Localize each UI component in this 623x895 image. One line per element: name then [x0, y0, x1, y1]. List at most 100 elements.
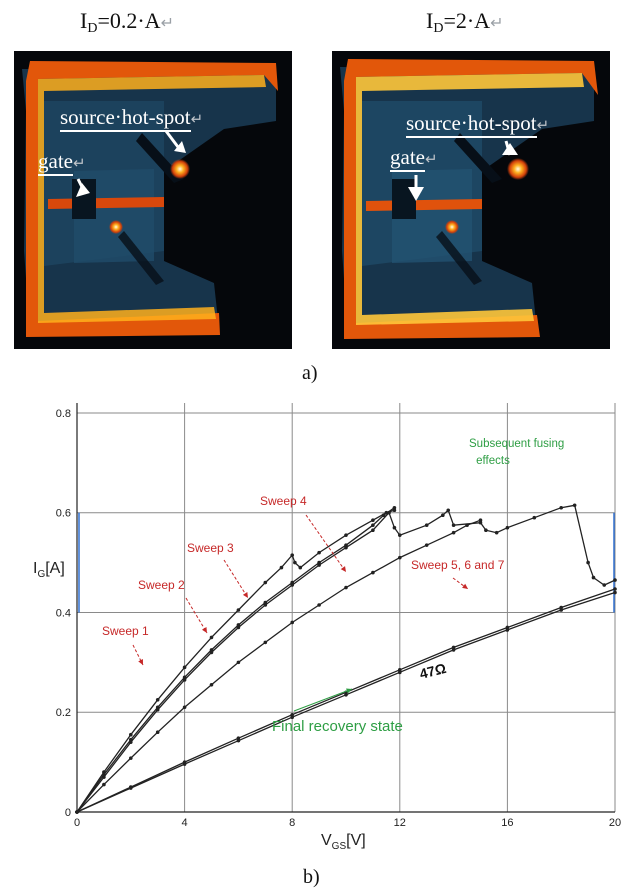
y-tick-label-0.6: 0.6	[56, 508, 71, 520]
label-gate-left: gate↵	[38, 149, 86, 176]
annotation-2: Sweep 2	[138, 578, 185, 592]
series-3-point	[317, 563, 321, 567]
annotation-arrow-6	[293, 688, 353, 712]
annotation-arrow-4	[305, 514, 347, 573]
series-6-point	[75, 810, 79, 814]
series-3-point	[559, 505, 563, 510]
series-4-point	[424, 543, 429, 547]
series-3-point	[392, 525, 397, 530]
y-axis-title: IG[A]	[33, 560, 65, 580]
series-1-point	[293, 560, 297, 565]
title-id-0-2a: ID=0.2·A↵	[80, 8, 174, 36]
series-6-point	[344, 692, 348, 697]
series-3-point	[591, 575, 596, 580]
annotation-8: Final recovery state	[272, 718, 403, 735]
label-source-hotspot-right: source·hot-spot↵	[406, 111, 549, 138]
series-6-point	[182, 762, 187, 766]
annotation-6: Subsequent fusing	[469, 438, 564, 450]
series-4-point	[398, 555, 402, 560]
series-5-point	[613, 587, 617, 591]
series-2-point	[317, 560, 321, 565]
series-1-point	[263, 580, 268, 585]
annotation-arrow-1	[132, 644, 144, 666]
x-tick-label-8: 8	[289, 817, 295, 829]
series-3-point	[424, 523, 429, 528]
annotation-3: Sweep 3	[187, 541, 234, 555]
series-3-point	[532, 515, 537, 520]
caption-b: b)	[303, 866, 320, 888]
series-4-point	[344, 585, 348, 590]
series-5-point	[505, 625, 510, 630]
series-line-1	[76, 509, 395, 813]
series-4-point	[102, 782, 106, 787]
annotation-5: Sweep 5, 6 and 7	[411, 558, 505, 572]
annotation-1: Sweep 1	[102, 624, 149, 638]
arrow-overlay-left	[76, 130, 186, 197]
series-3-point	[446, 508, 451, 513]
thermal-image-left: source·hot-spot↵ gate↵	[14, 51, 292, 349]
series-1-point	[290, 553, 295, 557]
series-3-point	[387, 510, 391, 515]
annotation-arrowhead-1	[138, 659, 143, 665]
series-4-point	[317, 603, 321, 607]
series-2-point	[236, 623, 241, 627]
series-4-point	[129, 756, 133, 760]
annotation-arrowhead-3	[242, 592, 248, 598]
series-6-point	[398, 670, 402, 675]
annotation-4: Sweep 4	[260, 494, 307, 508]
series-4-point	[478, 518, 483, 523]
series-line-3	[76, 504, 616, 813]
series-3-point	[371, 528, 375, 532]
series-5-point	[236, 736, 241, 740]
series-1-point	[392, 508, 397, 513]
series-line-2	[76, 507, 395, 813]
series-4-point	[465, 523, 469, 528]
annotation-arrowhead-2	[201, 627, 207, 633]
series-1-point	[209, 635, 214, 640]
series-3-point	[505, 525, 510, 530]
annotation-layer: Sweep 1 Sweep 2 Sweep 3 Sweep 4 Sweep 5, 6 a…	[102, 438, 564, 735]
ig-vgs-chart: 0 4 8 12 16 20 0 0.2 0.4 0.6 0.8 IG[A] VGS[V] Sweep …	[33, 403, 621, 852]
grid-layer	[76, 403, 616, 813]
series-6-point	[559, 608, 563, 612]
series-2-point	[371, 523, 375, 528]
series-3-point	[602, 583, 607, 587]
x-axis-title: VGS[V]	[321, 832, 366, 852]
series-3-point	[494, 530, 499, 535]
series-3-point	[209, 650, 214, 655]
series-3-point	[613, 578, 617, 582]
series-3-point	[290, 583, 295, 587]
series-3-point	[236, 625, 241, 630]
annotation-arrowhead-4	[340, 566, 346, 572]
series-2-point	[392, 505, 397, 510]
series-4-point	[209, 683, 214, 687]
series-6-point	[236, 738, 241, 743]
series-3-point	[344, 545, 348, 550]
label-source-hotspot-left: source·hot-spot↵	[60, 105, 203, 132]
arrow-overlay-right	[408, 140, 518, 201]
x-tick-label-20: 20	[609, 817, 621, 829]
series-layer	[75, 503, 617, 814]
series-1-point	[279, 565, 284, 570]
series-4-point	[236, 660, 241, 665]
x-tick-label-16: 16	[501, 817, 513, 829]
series-1-point	[317, 550, 321, 555]
series-2-point	[290, 580, 295, 585]
x-tick-label-0: 0	[74, 817, 80, 829]
y-tick-label-0.4: 0.4	[56, 607, 71, 619]
annotation-9: 47Ω	[418, 660, 448, 682]
series-3-point	[263, 603, 268, 607]
series-5-point	[559, 605, 563, 610]
series-3-point	[572, 503, 577, 508]
series-4-point	[451, 530, 456, 535]
series-2-point	[381, 513, 386, 518]
series-6-point	[129, 786, 133, 790]
series-2-point	[263, 600, 268, 605]
annotation-arrowhead-5	[462, 583, 468, 589]
series-3-point	[478, 520, 483, 525]
thermal-map-right	[332, 51, 610, 349]
series-5-point	[451, 645, 456, 650]
y-tick-label-0.8: 0.8	[56, 408, 71, 420]
series-6-point	[290, 715, 295, 720]
y-tick-label-0: 0	[65, 807, 71, 819]
